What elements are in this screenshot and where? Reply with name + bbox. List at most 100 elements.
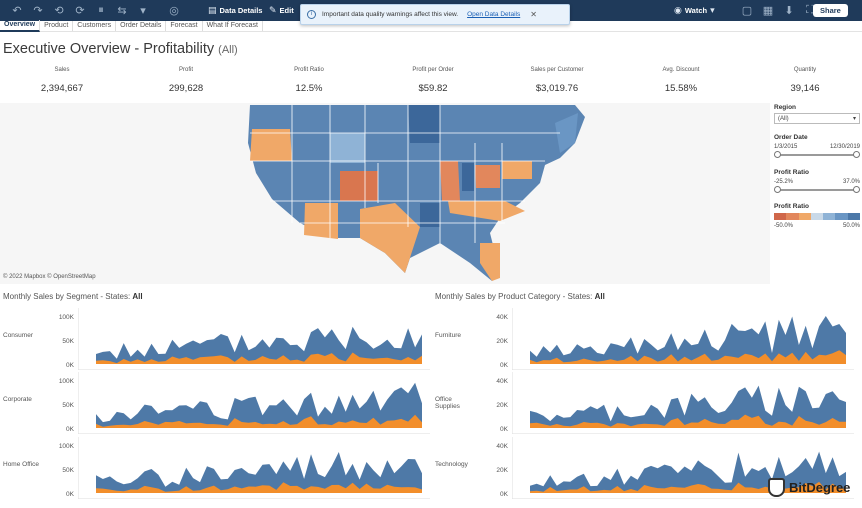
bitdegree-logo-icon xyxy=(768,478,785,497)
axis-tick-label: 100K xyxy=(58,443,74,450)
pause-icon[interactable]: ⏸ xyxy=(98,4,104,16)
map-credit[interactable]: © 2022 Mapbox © OpenStreetMap xyxy=(3,274,96,280)
toast-message: Important data quality warnings affect t… xyxy=(322,11,459,18)
profit-ratio-slider[interactable] xyxy=(774,186,860,194)
state-florida[interactable] xyxy=(480,243,500,281)
state-new-york[interactable] xyxy=(555,113,578,153)
slider-start-handle[interactable] xyxy=(774,186,781,193)
right-tools: ▢ ▦ ⬇ ⛶ xyxy=(738,0,819,21)
row-label: Consumer xyxy=(3,332,33,339)
row-label: Office Supplies xyxy=(435,396,460,410)
state-tennessee[interactable] xyxy=(448,201,525,221)
region-select[interactable]: (All) ▾ xyxy=(774,113,860,124)
state-oregon[interactable] xyxy=(250,129,292,161)
sales-area[interactable] xyxy=(530,451,846,493)
watch-button[interactable]: ◉ Watch ▾ xyxy=(674,5,715,15)
dropdown-icon[interactable]: ▾ xyxy=(140,5,146,17)
sales-area[interactable] xyxy=(530,316,846,364)
state-arkansas[interactable] xyxy=(420,203,440,227)
undo-icon[interactable]: ↶ xyxy=(12,5,22,17)
share-button[interactable]: Share xyxy=(813,0,848,21)
close-icon[interactable]: ✕ xyxy=(530,10,537,19)
region-label: Region xyxy=(774,104,797,111)
sales-area[interactable] xyxy=(96,326,422,364)
area-chart[interactable] xyxy=(512,372,854,434)
kpi-avg-discount: Avg. Discount 15.58% xyxy=(662,67,700,94)
area-chart[interactable] xyxy=(78,372,430,434)
refresh-icon[interactable]: ⟳ xyxy=(75,5,85,17)
data-details-button[interactable]: ▤ Data Details xyxy=(208,5,263,15)
profit-area[interactable] xyxy=(530,481,846,493)
axis-tick-label: 100K xyxy=(58,314,74,321)
axis-tick-label: 0K xyxy=(500,426,508,433)
state-wyoming[interactable] xyxy=(330,133,365,163)
comments-icon[interactable]: ▢ xyxy=(741,5,753,17)
data-details-icon: ▤ xyxy=(208,5,217,15)
state-pennsylvania[interactable] xyxy=(502,161,532,179)
kpi-profit-ratio: Profit Ratio 12.5% xyxy=(294,67,324,94)
axis-tick-label: 40K xyxy=(496,443,508,450)
tab-overview[interactable]: Overview xyxy=(0,20,41,32)
segment-chart-title: Monthly Sales by Segment - States: All xyxy=(3,292,143,301)
sales-area[interactable] xyxy=(96,382,422,428)
row-label: Furniture xyxy=(435,332,462,339)
redo-icon[interactable]: ↷ xyxy=(33,5,43,17)
tab-what-if-forecast[interactable]: What If Forecast xyxy=(203,21,263,31)
slider-start-handle[interactable] xyxy=(774,151,781,158)
tab-customers[interactable]: Customers xyxy=(73,21,117,31)
area-chart[interactable] xyxy=(512,437,854,499)
axis-tick-label: 40K xyxy=(496,378,508,385)
tab-product[interactable]: Product xyxy=(40,21,74,31)
legend-swatch xyxy=(823,213,836,220)
state-arizona[interactable] xyxy=(304,203,338,239)
open-data-details-link[interactable]: Open Data Details xyxy=(467,11,521,18)
state-illinois[interactable] xyxy=(440,161,460,201)
state-indiana[interactable] xyxy=(462,163,474,191)
kpi-sales: Sales 2,394,667 xyxy=(40,67,84,94)
tab-forecast[interactable]: Forecast xyxy=(166,21,203,31)
order-date-label: Order Date xyxy=(774,134,808,141)
row-label: Technology xyxy=(435,461,468,468)
profit-area[interactable] xyxy=(530,350,846,364)
state-texas[interactable] xyxy=(360,203,420,273)
layout-icon[interactable]: ▦ xyxy=(762,5,774,17)
order-date-slider[interactable] xyxy=(774,151,860,159)
axis-tick-label: 0K xyxy=(66,362,74,369)
sales-area[interactable] xyxy=(530,385,846,428)
axis-tick-label: 40K xyxy=(496,314,508,321)
kpi-profit: Profit 299,628 xyxy=(168,67,204,94)
download-icon[interactable]: ⬇ xyxy=(784,5,794,17)
axis-tick-label: 100K xyxy=(58,378,74,385)
revert-icon[interactable]: ⟲ xyxy=(54,5,64,17)
state-colorado[interactable] xyxy=(340,171,378,201)
row-label: Home Office xyxy=(3,461,40,468)
area-chart[interactable] xyxy=(512,308,854,370)
area-chart[interactable] xyxy=(78,308,430,370)
slider-end-handle[interactable] xyxy=(853,151,860,158)
axis-tick-label: 20K xyxy=(496,338,508,345)
legend-swatch xyxy=(774,213,787,220)
sales-area[interactable] xyxy=(96,452,422,493)
us-profit-map[interactable] xyxy=(0,103,770,284)
profit-area[interactable] xyxy=(530,414,846,428)
axis-tick-label: 50K xyxy=(62,402,74,409)
edit-button[interactable]: ✎ Edit xyxy=(269,5,294,15)
state-ohio[interactable] xyxy=(475,165,500,188)
profit-area[interactable] xyxy=(96,482,422,493)
map-svg xyxy=(0,103,770,284)
metrics-icon[interactable]: ◎ xyxy=(169,5,179,17)
filter-panel: Region (All) ▾ Order Date 1/3/2015 12/30… xyxy=(774,104,860,229)
tab-order-details[interactable]: Order Details xyxy=(116,21,167,31)
legend-swatch xyxy=(786,213,799,220)
replay-icon[interactable]: ⇆ xyxy=(117,5,127,17)
profit-area[interactable] xyxy=(96,352,422,365)
order-date-range: 1/3/2015 12/30/2019 xyxy=(774,144,860,150)
profit-ratio-range: -25.2% 37.0% xyxy=(774,179,860,185)
area-chart[interactable] xyxy=(78,437,430,499)
fullscreen-icon[interactable]: ⛶ xyxy=(806,4,814,16)
axis-tick-label: 50K xyxy=(62,338,74,345)
state-minnesota[interactable] xyxy=(408,105,440,143)
profit-area[interactable] xyxy=(96,414,422,428)
slider-end-handle[interactable] xyxy=(853,186,860,193)
legend-range: -50.0% 50.0% xyxy=(774,223,860,229)
